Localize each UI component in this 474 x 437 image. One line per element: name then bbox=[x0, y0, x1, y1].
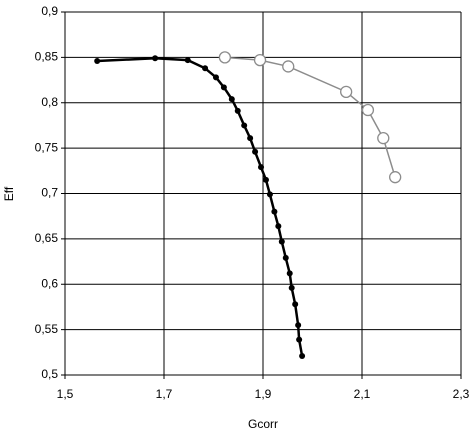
data-point bbox=[202, 65, 209, 72]
data-point bbox=[218, 51, 232, 64]
y-tick-label: 0,85 bbox=[35, 50, 59, 64]
data-point bbox=[228, 96, 235, 103]
data-point bbox=[288, 284, 295, 291]
data-point bbox=[278, 238, 285, 245]
data-point bbox=[299, 352, 306, 359]
data-point bbox=[220, 84, 227, 91]
data-point bbox=[252, 148, 259, 155]
data-point bbox=[282, 254, 289, 261]
y-axis-label: Eff bbox=[2, 186, 16, 201]
data-point bbox=[292, 301, 299, 308]
x-axis-label: Gcorr bbox=[248, 417, 278, 431]
data-point bbox=[247, 135, 254, 142]
x-tick-label: 2,1 bbox=[354, 387, 371, 401]
data-point bbox=[212, 74, 219, 81]
x-tick-label: 1,5 bbox=[57, 387, 74, 401]
y-tick-label: 0,8 bbox=[41, 95, 58, 109]
data-point bbox=[258, 164, 265, 171]
y-tick-label: 0,9 bbox=[41, 4, 58, 18]
data-point bbox=[234, 107, 241, 114]
data-point bbox=[271, 208, 278, 215]
data-point bbox=[286, 270, 293, 277]
data-point bbox=[389, 171, 402, 184]
y-tick-label: 0,65 bbox=[35, 231, 59, 245]
x-tick-label: 1,7 bbox=[156, 387, 173, 401]
x-tick-label: 1,9 bbox=[255, 387, 272, 401]
y-tick-label: 0,7 bbox=[41, 186, 58, 200]
data-point bbox=[94, 58, 101, 65]
data-point bbox=[377, 131, 390, 145]
series-line bbox=[224, 56, 396, 178]
y-tick-label: 0,55 bbox=[35, 322, 59, 336]
data-point bbox=[262, 176, 269, 183]
data-point bbox=[266, 191, 273, 198]
data-point bbox=[295, 322, 302, 329]
x-tick-label: 2,3 bbox=[453, 387, 470, 401]
data-point bbox=[275, 223, 282, 230]
data-point bbox=[296, 336, 303, 343]
data-point bbox=[253, 53, 267, 67]
data-point bbox=[282, 60, 295, 73]
data-point bbox=[361, 103, 375, 117]
data-point bbox=[152, 55, 159, 62]
data-point bbox=[241, 122, 248, 129]
y-tick-label: 0,75 bbox=[35, 140, 59, 154]
data-point bbox=[340, 85, 353, 99]
y-tick-label: 0,6 bbox=[41, 276, 58, 290]
y-tick-label: 0,5 bbox=[41, 367, 58, 381]
data-point bbox=[184, 57, 191, 64]
